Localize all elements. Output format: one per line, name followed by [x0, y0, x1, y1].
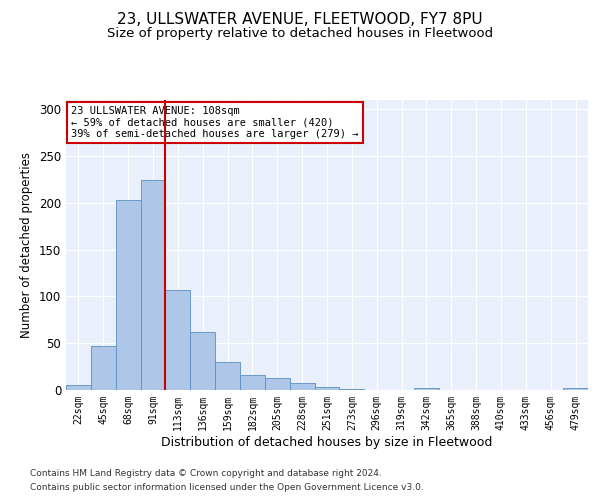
Bar: [140, 180, 166, 390]
Bar: [190, 332, 215, 390]
Bar: [66, 386, 91, 390]
Bar: [116, 200, 140, 390]
Text: Contains public sector information licensed under the Open Government Licence v3: Contains public sector information licen…: [30, 484, 424, 492]
Text: 23, ULLSWATER AVENUE, FLEETWOOD, FY7 8PU: 23, ULLSWATER AVENUE, FLEETWOOD, FY7 8PU: [117, 12, 483, 28]
Bar: [265, 378, 290, 390]
Bar: [290, 384, 314, 390]
Bar: [340, 389, 364, 390]
Bar: [414, 388, 439, 390]
Text: Contains HM Land Registry data © Crown copyright and database right 2024.: Contains HM Land Registry data © Crown c…: [30, 468, 382, 477]
Bar: [166, 290, 190, 390]
Bar: [215, 362, 240, 390]
X-axis label: Distribution of detached houses by size in Fleetwood: Distribution of detached houses by size …: [161, 436, 493, 448]
Y-axis label: Number of detached properties: Number of detached properties: [20, 152, 34, 338]
Bar: [314, 387, 340, 390]
Text: Size of property relative to detached houses in Fleetwood: Size of property relative to detached ho…: [107, 28, 493, 40]
Bar: [240, 375, 265, 390]
Bar: [91, 346, 116, 390]
Bar: [563, 388, 588, 390]
Text: 23 ULLSWATER AVENUE: 108sqm
← 59% of detached houses are smaller (420)
39% of se: 23 ULLSWATER AVENUE: 108sqm ← 59% of det…: [71, 106, 359, 139]
